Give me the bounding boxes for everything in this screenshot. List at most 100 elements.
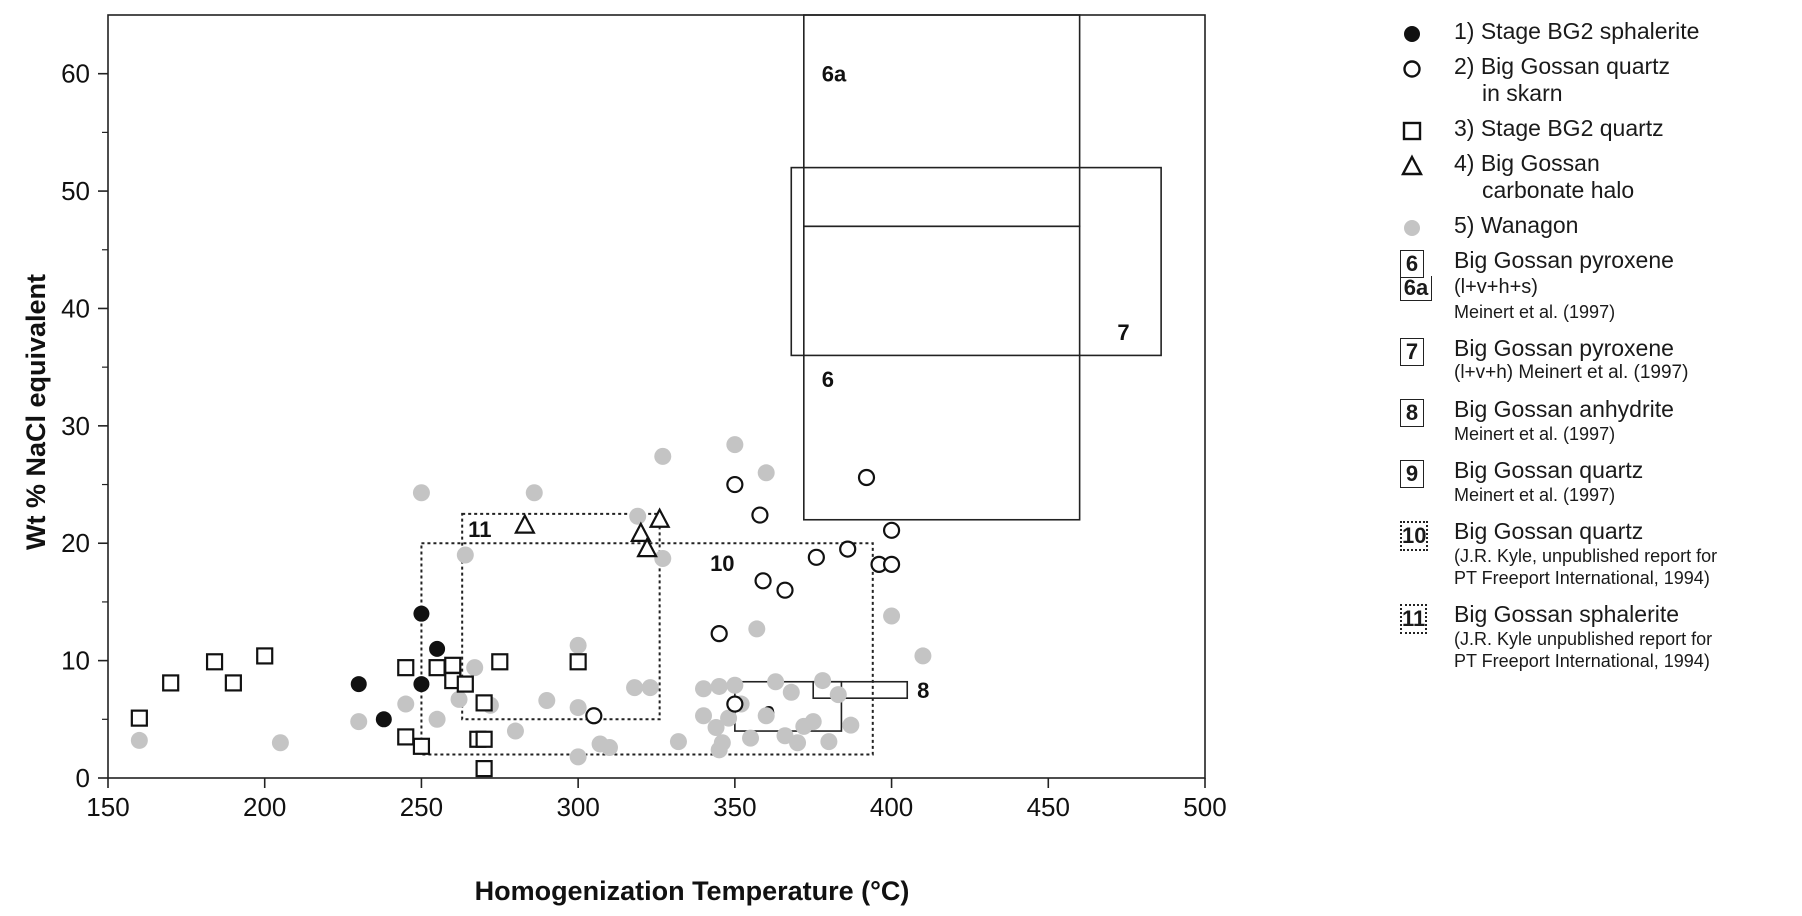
point-bg2-quartz xyxy=(569,653,587,671)
point-wanagon xyxy=(757,464,775,482)
legend-sublabel: (l+v+h+s) xyxy=(1454,276,1538,298)
region-boxes: 6a67891011 xyxy=(420,14,1162,756)
point-wanagon xyxy=(720,709,738,727)
point-bg2-quartz xyxy=(475,730,493,748)
point-wanagon xyxy=(600,738,618,756)
region-box-6 xyxy=(803,225,1081,521)
y-tick-label: 0 xyxy=(76,763,90,793)
point-bg2-quartz xyxy=(130,709,148,727)
point-wanagon xyxy=(569,636,587,654)
axes: 150 200 250 300 350 400 450 500 0 10 20 30 40 50 60 xyxy=(61,59,1227,822)
point-quartz-skarn xyxy=(776,581,794,599)
x-tick-label: 200 xyxy=(243,792,286,822)
region-box-7 xyxy=(790,166,1162,357)
point-wanagon xyxy=(538,692,556,710)
point-bg2-quartz xyxy=(256,647,274,665)
point-wanagon xyxy=(569,699,587,717)
filled-circle-icon xyxy=(1404,26,1420,42)
point-bg2-quartz xyxy=(444,656,462,674)
point-wanagon xyxy=(748,620,766,638)
x-tick-label: 500 xyxy=(1183,792,1226,822)
y-axis-label: Wt % NaCl equivalent xyxy=(21,274,51,550)
y-tick-label: 20 xyxy=(61,528,90,558)
point-bg2-quartz xyxy=(475,760,493,778)
point-wanagon xyxy=(883,607,901,625)
point-wanagon xyxy=(350,713,368,731)
region-label-7: 7 xyxy=(1117,320,1129,345)
point-wanagon xyxy=(271,734,289,752)
point-bg2-quartz xyxy=(491,653,509,671)
region-label-6: 6 xyxy=(822,367,834,392)
x-tick-label: 450 xyxy=(1027,792,1070,822)
legend-reference: PT Freeport International, 1994) xyxy=(1454,568,1710,588)
region-label-10: 10 xyxy=(710,551,734,576)
point-bg2-sphalerite xyxy=(375,711,392,728)
point-wanagon xyxy=(782,683,800,701)
point-bg2-quartz xyxy=(397,728,415,746)
point-wanagon xyxy=(776,727,794,745)
point-quartz-skarn xyxy=(585,707,603,725)
point-wanagon xyxy=(525,484,543,502)
region-box-8 xyxy=(812,680,909,699)
point-wanagon xyxy=(629,507,647,525)
point-bg2-quartz xyxy=(224,674,242,692)
point-wanagon xyxy=(742,729,760,747)
legend-label: Big Gossan quartz xyxy=(1454,457,1644,483)
point-bg2-sphalerite xyxy=(429,640,446,657)
point-wanagon xyxy=(726,676,744,694)
point-wanagon xyxy=(669,733,687,751)
legend-item-region-9: 9 Big Gossan quartz Meinert et al. (1997… xyxy=(1400,457,1800,506)
legend-label: 1) Stage BG2 sphalerite xyxy=(1454,18,1700,44)
data-points xyxy=(130,436,932,778)
point-wanagon xyxy=(412,484,430,502)
point-quartz-skarn xyxy=(726,475,744,494)
point-wanagon xyxy=(804,713,822,731)
legend-label: 5) Wanagon xyxy=(1454,212,1579,238)
legend-item-quartz-skarn: 2) Big Gossan quartz in skarn xyxy=(1400,53,1800,107)
point-wanagon xyxy=(466,659,484,677)
y-tick-label: 60 xyxy=(61,59,90,89)
point-wanagon xyxy=(641,679,659,697)
y-tick-label: 10 xyxy=(61,646,90,676)
legend-item-region-6: 6 6a Big Gossan pyroxene (l+v+h+s) Meine… xyxy=(1400,247,1800,323)
point-wanagon xyxy=(767,673,785,691)
point-bg2-quartz xyxy=(397,659,415,677)
point-quartz-skarn xyxy=(882,555,901,573)
point-quartz-skarn xyxy=(882,521,901,539)
point-carbonate-halo xyxy=(630,521,652,542)
region-box-11 xyxy=(461,512,661,721)
region-number-box: 6 xyxy=(1400,250,1424,278)
y-tick-label: 50 xyxy=(61,176,90,206)
point-bg2-quartz xyxy=(162,674,180,692)
legend-reference: Meinert et al. (1997) xyxy=(1454,485,1616,505)
point-bg2-quartz xyxy=(456,675,474,693)
point-wanagon xyxy=(428,710,446,728)
legend-label: Big Gossan pyroxene xyxy=(1454,247,1674,273)
point-wanagon xyxy=(450,690,468,708)
point-wanagon xyxy=(130,731,148,749)
region-number-box: 8 xyxy=(1400,399,1424,427)
point-carbonate-halo xyxy=(514,513,536,534)
region-number-box: 11 xyxy=(1400,604,1428,634)
region-label-11: 11 xyxy=(468,517,491,542)
point-quartz-skarn xyxy=(754,572,772,590)
point-wanagon xyxy=(710,677,728,695)
y-tick-label: 40 xyxy=(61,293,90,323)
point-wanagon xyxy=(829,686,847,704)
x-tick-label: 350 xyxy=(713,792,756,822)
point-wanagon xyxy=(456,546,474,564)
point-quartz-skarn xyxy=(839,540,857,558)
point-wanagon xyxy=(654,447,672,465)
legend-item-region-10: 10 Big Gossan quartz (J.R. Kyle, unpubli… xyxy=(1400,518,1800,589)
region-label-6a: 6a xyxy=(822,62,847,87)
point-wanagon xyxy=(506,722,524,740)
region-box-10 xyxy=(420,542,874,756)
legend-reference: (J.R. Kyle, unpublished report for xyxy=(1454,546,1718,566)
plot-frame xyxy=(107,14,1206,779)
point-quartz-skarn xyxy=(807,548,825,566)
point-wanagon xyxy=(820,733,838,751)
point-wanagon xyxy=(726,436,744,454)
legend-item-sphalerite: 1) Stage BG2 sphalerite xyxy=(1400,18,1800,45)
legend-label: 3) Stage BG2 quartz xyxy=(1454,115,1664,141)
point-wanagon xyxy=(626,679,644,697)
